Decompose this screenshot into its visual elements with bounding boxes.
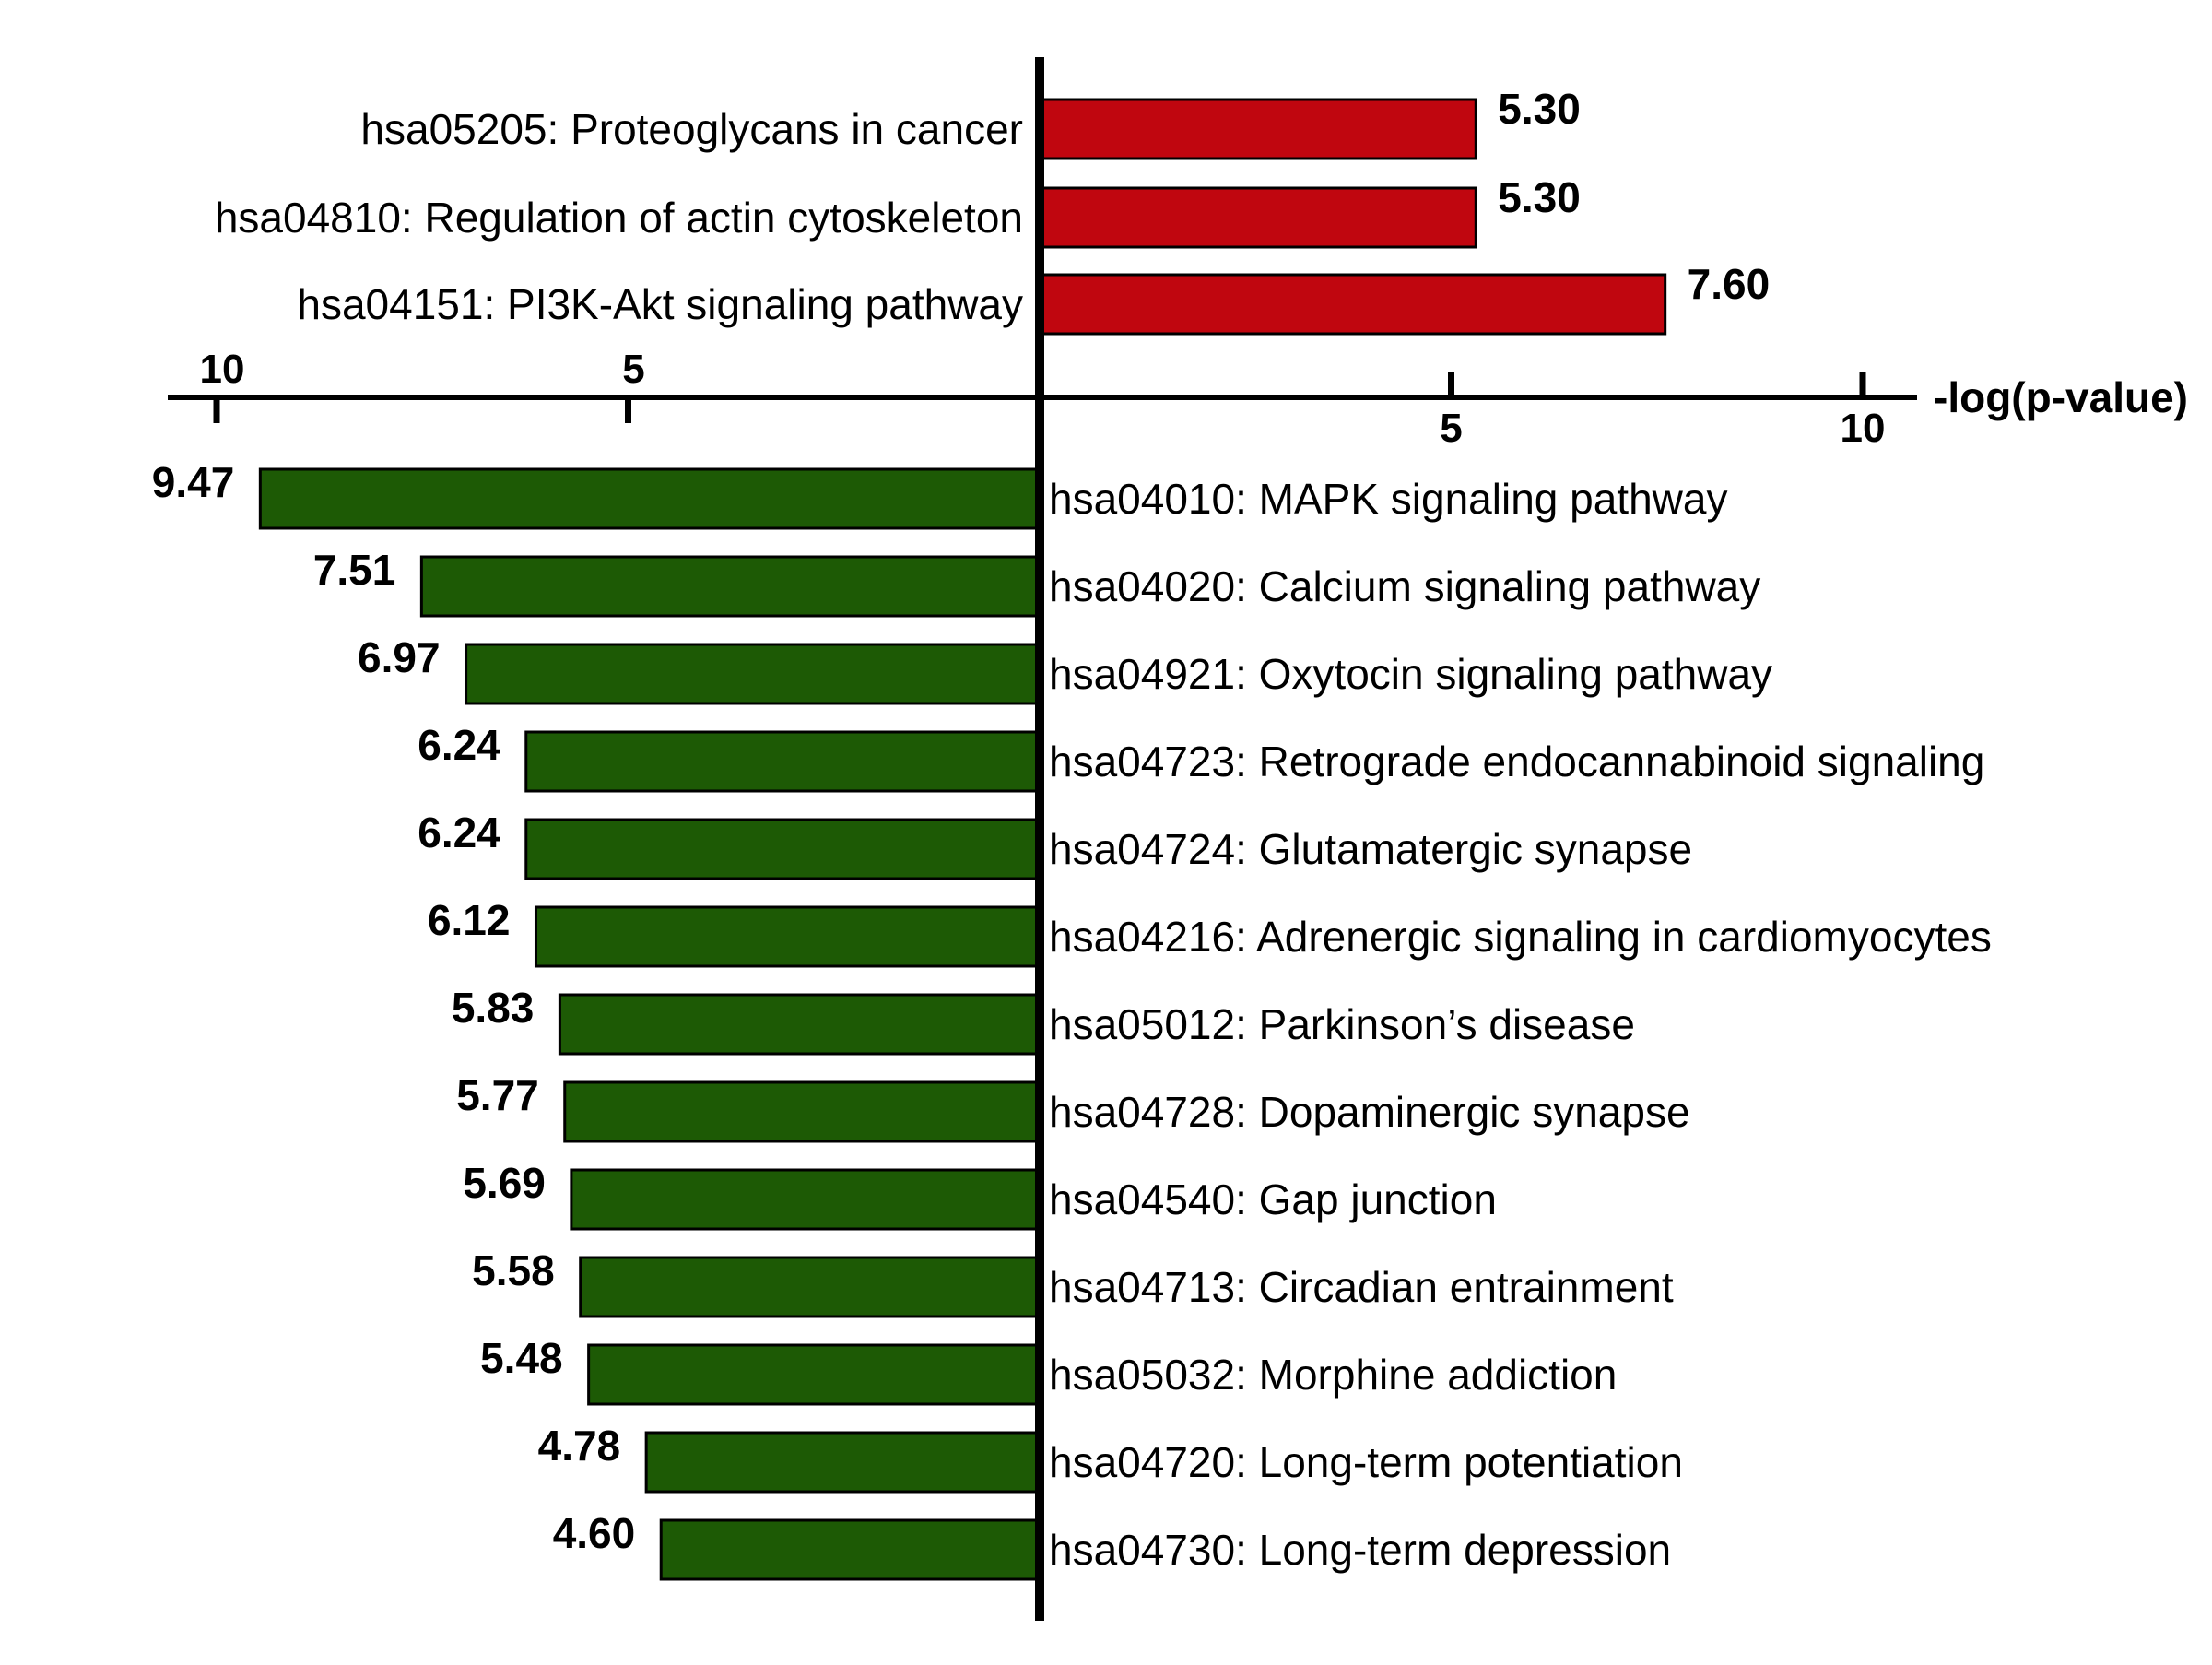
category-label: hsa04921: Oxytocin signaling pathway [1049, 650, 1772, 698]
category-label: hsa05205: Proteoglycans in cancer [360, 105, 1023, 153]
x-tick-label: 5 [1440, 406, 1462, 451]
data-label: 5.83 [452, 984, 535, 1032]
category-label: hsa04010: MAPK signaling pathway [1049, 475, 1727, 523]
category-label: hsa04151: PI3K-Akt signaling pathway [297, 280, 1023, 328]
data-label: 5.58 [472, 1246, 555, 1294]
category-label: hsa04713: Circadian entrainment [1049, 1263, 1674, 1311]
bar [563, 1080, 1041, 1143]
category-label: hsa04730: Long-term depression [1049, 1526, 1671, 1574]
bar [465, 643, 1041, 705]
category-label: hsa05012: Parkinson’s disease [1049, 1000, 1635, 1048]
bar [579, 1256, 1041, 1318]
category-label: hsa04723: Retrograde endocannabinoid sig… [1049, 738, 1984, 785]
bar [524, 730, 1041, 793]
x-tick-label: 10 [1841, 406, 1886, 451]
bar [587, 1343, 1041, 1406]
bar [558, 993, 1041, 1056]
x-tick-label: 5 [622, 347, 644, 392]
data-label: 5.69 [463, 1159, 546, 1207]
bar [524, 818, 1041, 880]
data-label: 6.12 [428, 896, 511, 944]
data-label: 6.97 [358, 633, 441, 681]
bar [1038, 273, 1667, 336]
data-label: 4.60 [553, 1509, 636, 1557]
data-label: 6.24 [418, 809, 500, 856]
data-label: 5.48 [480, 1334, 563, 1382]
bar [644, 1431, 1041, 1494]
data-label: 7.60 [1688, 260, 1771, 308]
category-label: hsa04724: Glutamatergic synapse [1049, 825, 1692, 873]
bar [659, 1518, 1041, 1581]
category-label: hsa04020: Calcium signaling pathway [1049, 562, 1760, 610]
bar [1038, 98, 1477, 160]
bar [258, 467, 1041, 530]
bar [570, 1168, 1041, 1231]
data-label: 9.47 [152, 458, 235, 506]
data-label: 6.24 [418, 721, 500, 769]
data-label: 7.51 [313, 546, 396, 594]
category-label: hsa04728: Dopaminergic synapse [1049, 1088, 1690, 1136]
x-axis-title: -log(p-value) [1934, 373, 2188, 421]
x-tick-label: 10 [200, 347, 245, 392]
data-label: 5.30 [1498, 85, 1581, 133]
data-label: 4.78 [538, 1422, 621, 1470]
data-label: 5.30 [1498, 173, 1581, 221]
data-label: 5.77 [456, 1071, 539, 1119]
category-label: hsa05032: Morphine addiction [1049, 1351, 1617, 1399]
bar [534, 905, 1041, 968]
bar [1038, 186, 1477, 249]
category-label: hsa04810: Regulation of actin cytoskelet… [215, 194, 1023, 242]
category-label: hsa04216: Adrenergic signaling in cardio… [1049, 913, 1992, 961]
bar [419, 555, 1041, 618]
category-label: hsa04720: Long-term potentiation [1049, 1438, 1683, 1486]
category-label: hsa04540: Gap junction [1049, 1175, 1497, 1223]
